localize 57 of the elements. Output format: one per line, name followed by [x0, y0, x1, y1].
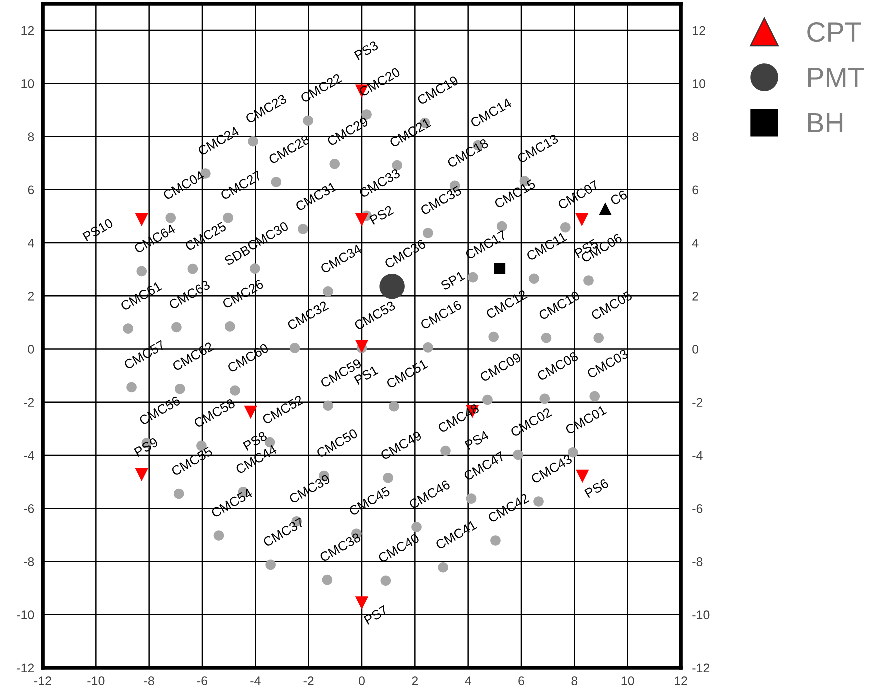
annotation: PS4 [464, 430, 490, 450]
x-tick-label: 12 [675, 676, 688, 686]
y2-tick-label: 2 [692, 292, 698, 301]
y2-tick-label: 8 [692, 132, 699, 142]
annotation: PS2 [369, 205, 394, 226]
annotation: C6 [610, 190, 628, 206]
y2-tick-label: -2 [692, 398, 703, 407]
point [355, 213, 369, 227]
point [576, 213, 589, 227]
legend-label: BH [808, 113, 843, 133]
annotation: PS3 [354, 40, 379, 60]
x-tick-label: -6 [198, 676, 208, 686]
point [355, 340, 369, 354]
y-tick-label: 8 [28, 132, 34, 142]
y-tick-label: -12 [17, 664, 34, 673]
x-tick-label: 4 [465, 676, 472, 686]
y2-tick-label: -6 [692, 504, 703, 514]
y-tick-label: -4 [24, 451, 34, 460]
x-tick-label: -12 [34, 676, 52, 686]
y2-tick-label: 0 [692, 345, 699, 354]
y2-tick-label: -4 [692, 451, 703, 460]
y2-tick-label: 10 [693, 79, 706, 88]
y-tick-label: 12 [22, 26, 34, 36]
x-tick-label: -10 [88, 676, 105, 686]
point [380, 274, 405, 300]
annotation: PS9 [134, 437, 159, 458]
y-tick-label: -6 [24, 504, 34, 514]
x-tick-label: 2 [412, 676, 418, 686]
legend-label: CPT [808, 22, 862, 42]
y2-tick-label: 12 [693, 26, 706, 36]
y-tick-label: 4 [28, 238, 34, 248]
x-tick-label: 0 [359, 676, 365, 686]
y2-tick-label: -12 [692, 664, 710, 673]
x-tick-label: -8 [144, 676, 154, 686]
y2-tick-label: -8 [692, 558, 703, 566]
y-tick-label: -10 [17, 610, 34, 620]
y2-tick-label: 4 [692, 238, 699, 248]
annotation: PS6 [584, 478, 610, 498]
y-tick-label: 0 [28, 345, 34, 354]
x-tick-label: -2 [304, 676, 314, 686]
y-tick-label: 10 [22, 79, 34, 88]
x-tick-label: 8 [572, 676, 578, 686]
point [494, 263, 506, 274]
point [135, 468, 148, 482]
y-tick-label: -8 [24, 558, 34, 566]
y-tick-label: 6 [28, 186, 34, 195]
y-tick-label: 2 [28, 292, 34, 301]
y2-tick-label: -10 [692, 610, 710, 620]
legend-label: PMT [808, 68, 864, 88]
x-tick-label: -4 [250, 676, 261, 686]
x-tick-label: 6 [518, 676, 524, 686]
point [244, 406, 258, 420]
y-tick-label: -2 [24, 398, 34, 407]
annotation: SP1 [440, 270, 466, 291]
x-tick-label: 10 [622, 676, 634, 686]
point [599, 202, 612, 215]
y2-tick-label: 6 [692, 186, 699, 195]
